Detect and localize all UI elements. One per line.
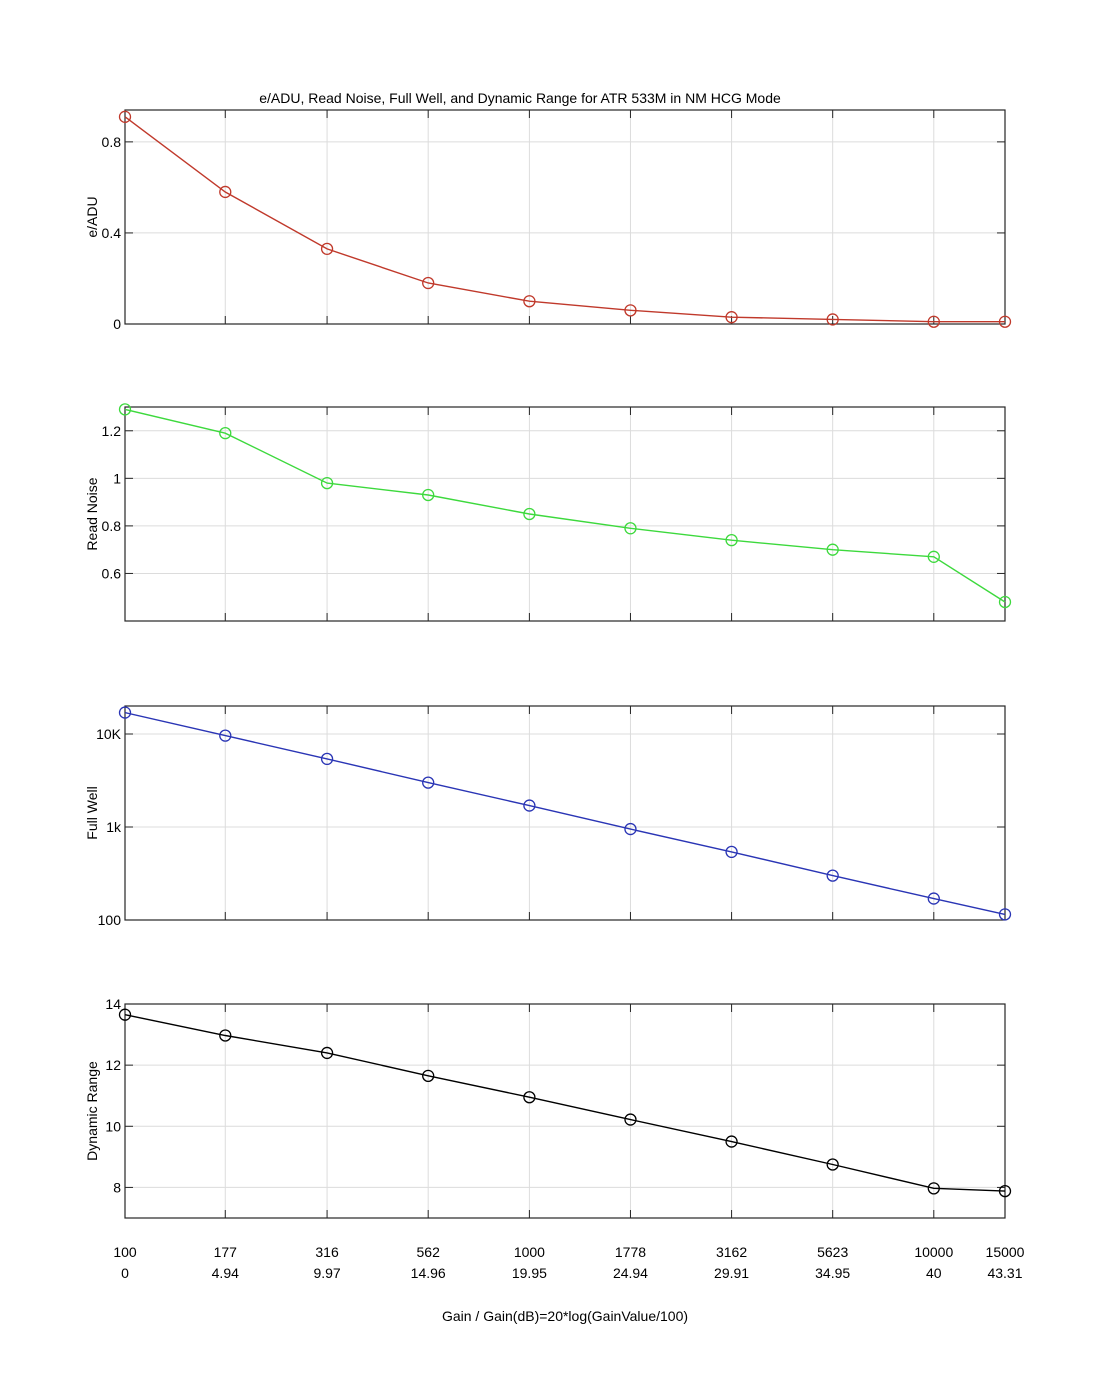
data-point [998, 1184, 1012, 1198]
x-tick-labels: 10001774.943169.9756214.96100019.9517782… [113, 1244, 1024, 1281]
x-axis-label: Gain / Gain(dB)=20*log(GainValue/100) [442, 1308, 688, 1324]
data-point [219, 185, 232, 199]
data-point [624, 522, 637, 535]
data-point [320, 242, 334, 256]
x-tick-label-gain: 562 [417, 1244, 441, 1260]
data-point [624, 1113, 637, 1126]
axes-box [124, 705, 1006, 921]
y-tick-label: 12 [105, 1057, 121, 1073]
data-point [118, 706, 132, 719]
axes-box [124, 109, 1006, 325]
x-tick-label-db: 4.94 [212, 1265, 239, 1281]
y-tick-label: 0.6 [102, 565, 122, 581]
data-point [927, 892, 940, 905]
y-tick-label: 1k [106, 819, 122, 835]
data-point [118, 110, 132, 123]
data-point [624, 304, 637, 317]
data-point [725, 311, 738, 324]
data-point [320, 752, 334, 766]
x-tick-label-gain: 177 [214, 1244, 238, 1260]
axes-box [124, 406, 1006, 622]
x-tick-label-gain: 5623 [817, 1244, 848, 1260]
x-tick-label-gain: 1778 [615, 1244, 646, 1260]
x-tick-label-db: 29.91 [714, 1265, 749, 1281]
y-axis-label: Read Noise [84, 477, 100, 550]
data-point [927, 1182, 940, 1195]
y-tick-label: 0.8 [102, 134, 122, 150]
data-point [523, 507, 536, 521]
data-point [118, 1008, 132, 1021]
x-tick-label-gain: 15000 [986, 1244, 1025, 1260]
x-tick-label-db: 43.31 [987, 1265, 1022, 1281]
data-point [219, 1029, 232, 1042]
panel-4: 8 10 12 14 Dynamic Range [84, 996, 1012, 1219]
data-point [998, 908, 1012, 921]
data-point [826, 313, 839, 326]
x-tick-label-gain: 316 [315, 1244, 339, 1260]
data-point [422, 276, 435, 290]
series-line [124, 116, 1005, 323]
data-point [998, 315, 1012, 328]
data-point [422, 1069, 435, 1082]
data-point [320, 1046, 334, 1060]
panel-1: 0 0.4 0.8 e/ADU [84, 109, 1012, 332]
data-point [998, 595, 1012, 609]
series-line [124, 1014, 1006, 1192]
chart-panels: 0 0.4 0.8 e/ADU 0.6 0.8 1 1.2 Read Noise 100 1k 10K… [84, 109, 1012, 1219]
data-point [523, 1091, 536, 1104]
panel-3: 100 1k 10K Full Well [84, 705, 1012, 928]
x-tick-label-db: 40 [926, 1265, 942, 1281]
y-tick-label: 0.4 [102, 225, 122, 241]
x-tick-label-db: 19.95 [512, 1265, 547, 1281]
data-point [927, 315, 940, 328]
data-point [422, 776, 435, 789]
data-point [523, 295, 536, 308]
x-tick-label-db: 14.96 [411, 1265, 446, 1281]
x-tick-label-gain: 1000 [514, 1244, 545, 1260]
x-tick-label-db: 9.97 [313, 1265, 340, 1281]
data-point [320, 476, 334, 490]
data-point [118, 403, 132, 416]
data-point [219, 427, 232, 440]
chart-title: e/ADU, Read Noise, Full Well, and Dynami… [259, 90, 781, 106]
y-tick-label: 100 [98, 912, 122, 928]
y-tick-label: 0 [113, 316, 121, 332]
data-point [523, 799, 536, 812]
y-tick-label: 10K [96, 726, 122, 742]
panel-2: 0.6 0.8 1 1.2 Read Noise [84, 403, 1012, 622]
axes-box [124, 1003, 1006, 1219]
y-tick-label: 8 [113, 1179, 121, 1195]
series-line [124, 711, 1006, 916]
y-axis-label: e/ADU [84, 196, 100, 237]
data-point [826, 543, 839, 556]
x-tick-label-gain: 100 [113, 1244, 137, 1260]
x-tick-label-db: 34.95 [815, 1265, 850, 1281]
data-point [725, 1135, 738, 1148]
y-axis-label: Full Well [84, 786, 100, 839]
y-tick-label: 0.8 [102, 518, 122, 534]
x-tick-label-gain: 3162 [716, 1244, 747, 1260]
y-axis-label: Dynamic Range [84, 1061, 100, 1161]
y-tick-label: 14 [105, 996, 121, 1012]
y-tick-label: 1 [113, 470, 121, 486]
data-point [826, 1158, 839, 1171]
x-tick-label-db: 24.94 [613, 1265, 648, 1281]
data-point [826, 869, 839, 882]
data-point [624, 822, 637, 836]
y-tick-label: 1.2 [102, 423, 122, 439]
x-tick-label-gain: 10000 [914, 1244, 953, 1260]
data-point [725, 534, 738, 547]
series-line [124, 408, 1006, 603]
data-point [927, 550, 940, 563]
data-point [219, 729, 232, 742]
data-point [422, 488, 435, 502]
y-tick-label: 10 [105, 1118, 121, 1134]
data-point [725, 845, 738, 859]
x-tick-label-db: 0 [121, 1265, 129, 1281]
